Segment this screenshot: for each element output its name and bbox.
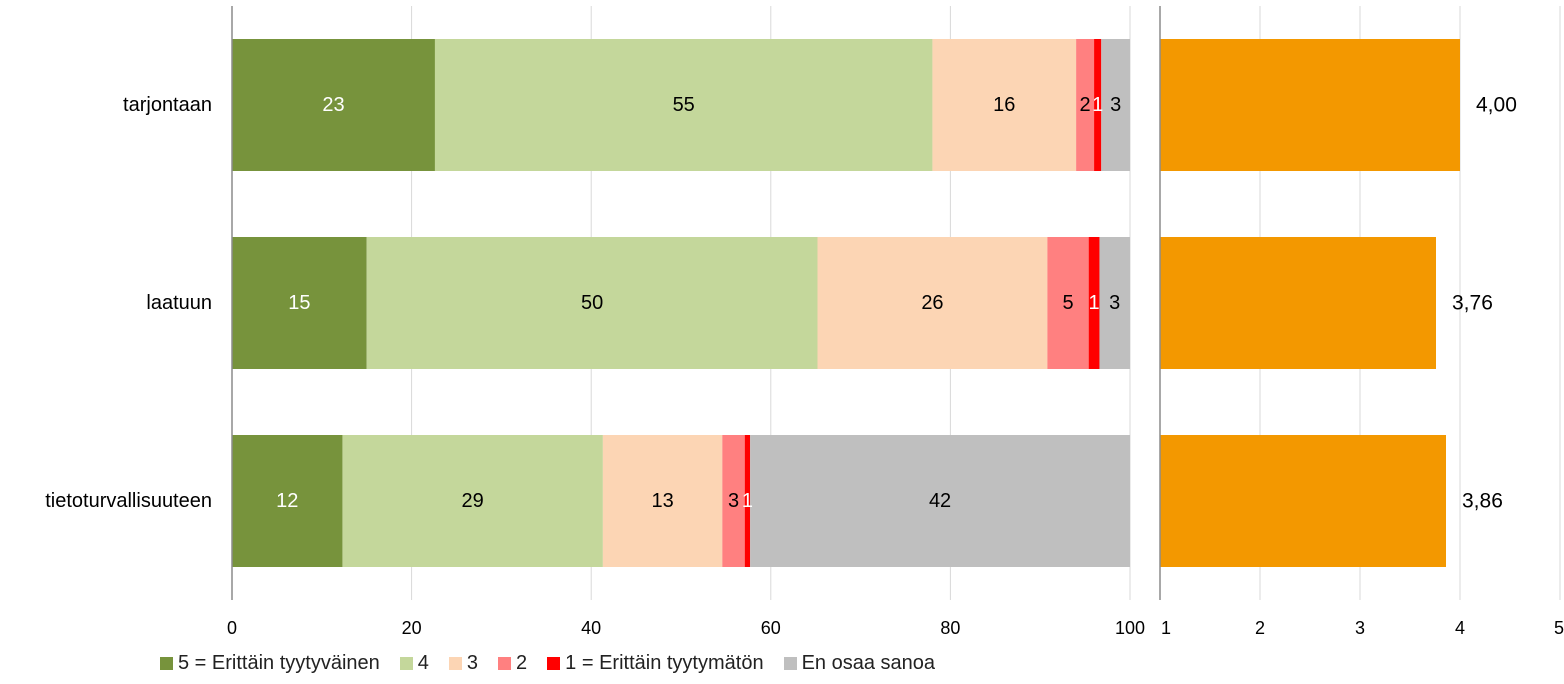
stacked-bar-tarjontaan-series-3 (1076, 39, 1095, 171)
left-x-tick-label-40: 40 (581, 618, 601, 638)
stacked-bar-tarjontaan-series-1 (434, 39, 933, 171)
data-label-tarjontaan-series-4: 1 (1092, 94, 1103, 116)
data-label-tietoturvallisuuteen-series-2: 13 (651, 490, 673, 512)
right-x-tick-label-2: 2 (1255, 618, 1265, 638)
right-x-tick-label-3: 3 (1355, 618, 1365, 638)
stacked-bar-laatuun-series-3 (1047, 237, 1089, 369)
left-chart-stacked-bars (232, 39, 1130, 567)
data-label-tietoturvallisuuteen-series-4: 1 (742, 490, 753, 512)
right-x-tick-label-1: 1 (1161, 618, 1171, 638)
data-label-tarjontaan-series-1: 55 (673, 94, 695, 116)
data-label-tietoturvallisuuteen-series-5: 42 (929, 490, 951, 512)
stacked-bar-tietoturvallisuuteen-series-3 (722, 435, 745, 567)
stacked-bar-tietoturvallisuuteen-series-0 (232, 435, 343, 567)
data-label-laatuun-series-5: 3 (1109, 292, 1120, 314)
right-x-tick-label-5: 5 (1554, 618, 1564, 638)
chart-axes: 0 20 40 60 80 100 1 2 3 4 5 (227, 6, 1564, 638)
data-label-tietoturvallisuuteen-series-1: 29 (462, 490, 484, 512)
data-label-tarjontaan-series-0: 23 (322, 94, 344, 116)
legend-label-1: 4 (417, 651, 429, 674)
legend-item-1: 4 (399, 651, 429, 675)
data-label-laatuun-series-0: 15 (288, 292, 310, 314)
stacked-bar-laatuun-series-0 (232, 237, 367, 369)
left-x-tick-label-60: 60 (761, 618, 781, 638)
data-label-tietoturvallisuuteen-series-0: 12 (276, 490, 298, 512)
data-label-laatuun-series-3: 5 (1062, 292, 1073, 314)
stacked-bar-tietoturvallisuuteen-series-4 (744, 435, 751, 567)
legend-swatch-3 (498, 656, 512, 670)
data-label-tarjontaan-series-3: 2 (1080, 94, 1091, 116)
stacked-bar-tarjontaan-series-0 (232, 39, 435, 171)
stacked-bar-laatuun-series-4 (1088, 237, 1100, 369)
right-chart-mean-bars (1160, 39, 1460, 567)
data-label-tarjontaan-series-5: 3 (1110, 94, 1121, 116)
category-label-tarjontaan: tarjontaan (123, 94, 212, 116)
left-x-tick-label-0: 0 (227, 618, 237, 638)
stacked-bar-tarjontaan-series-4 (1094, 39, 1102, 171)
mean-value-label-tietoturvallisuuteen: 3,86 (1462, 490, 1503, 513)
stacked-bar-tarjontaan-series-2 (932, 39, 1077, 171)
stacked-bar-tarjontaan-series-5 (1101, 39, 1130, 171)
left-x-tick-label-100: 100 (1115, 618, 1145, 638)
stacked-bar-tietoturvallisuuteen-series-5 (750, 435, 1130, 567)
legend-item-2: 3 (448, 651, 479, 675)
mean-value-label-tarjontaan: 4,00 (1476, 94, 1517, 117)
legend-item-0: 5 = Erittäin tyytyväinen (160, 652, 380, 675)
right-x-tick-label-4: 4 (1455, 618, 1465, 638)
legend-item-3: 2 (498, 652, 527, 675)
stacked-bar-laatuun-series-2 (817, 237, 1048, 369)
legend-swatch-1 (399, 656, 413, 670)
data-label-laatuun-series-1: 50 (581, 292, 603, 314)
legend-label-0: 5 = Erittäin tyytyväinen (178, 651, 380, 674)
mean-bar-tarjontaan (1160, 39, 1460, 171)
left-x-tick-label-80: 80 (940, 618, 960, 638)
data-label-laatuun-series-2: 26 (921, 292, 943, 314)
category-label-tietoturvallisuuteen: tietoturvallisuuteen (45, 490, 212, 512)
chart-legend: 5 = Erittäin tyytyväinen 4 3 2 1 = Erittäin … (160, 651, 955, 675)
mean-value-label-laatuun: 3,76 (1452, 292, 1493, 315)
stacked-bar-tietoturvallisuuteen-series-2 (602, 435, 723, 567)
mean-bar-tietoturvallisuuteen (1160, 435, 1446, 567)
legend-swatch-0 (160, 656, 173, 670)
legend-swatch-2 (448, 656, 462, 670)
legend-label-4: 1 = Erittäin tyytymätön (565, 651, 764, 674)
legend-label-2: 3 (466, 651, 479, 674)
legend-item-4: 1 = Erittäin tyytymätön (547, 651, 764, 675)
stacked-bar-laatuun-series-1 (366, 237, 818, 369)
stacked-bar-laatuun-series-5 (1099, 237, 1130, 369)
mean-bar-laatuun (1160, 237, 1436, 369)
data-label-tietoturvallisuuteen-series-3: 3 (728, 490, 739, 512)
legend-swatch-4 (547, 656, 561, 670)
stacked-bar-tietoturvallisuuteen-series-1 (342, 435, 603, 567)
category-label-laatuun: laatuun (146, 292, 212, 314)
legend-swatch-5 (783, 656, 797, 670)
legend-label-5: En osaa sanoa (801, 651, 936, 674)
left-x-tick-label-20: 20 (402, 618, 422, 638)
legend-label-3: 2 (516, 651, 528, 674)
data-label-laatuun-series-4: 1 (1089, 292, 1100, 314)
data-label-tarjontaan-series-2: 16 (993, 94, 1015, 116)
legend-item-5: En osaa sanoa (783, 651, 936, 675)
